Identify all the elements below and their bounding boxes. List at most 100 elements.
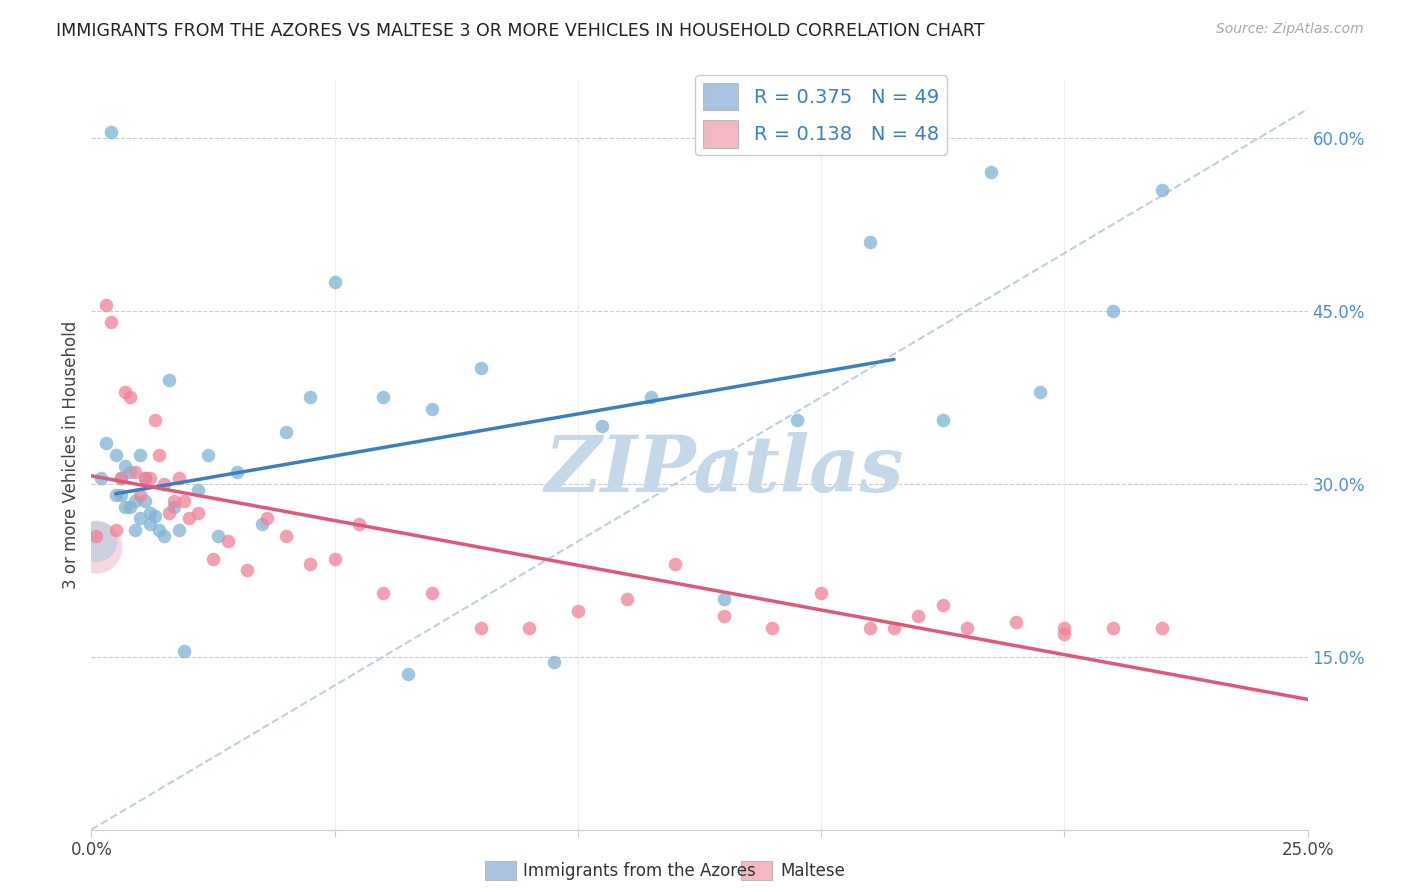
Point	[1004, 615, 1026, 629]
Point	[470, 621, 492, 635]
Point	[134, 471, 156, 485]
Point	[187, 506, 209, 520]
Point	[543, 656, 565, 670]
Point	[157, 373, 180, 387]
Point	[202, 551, 225, 566]
Text: ZIPatlas: ZIPatlas	[544, 432, 904, 508]
Point	[907, 609, 929, 624]
Point	[931, 413, 953, 427]
Point	[591, 419, 613, 434]
Point	[94, 298, 117, 312]
Point	[143, 508, 166, 523]
Point	[110, 471, 132, 485]
Point	[163, 494, 186, 508]
Point	[120, 390, 142, 404]
Y-axis label: 3 or more Vehicles in Household: 3 or more Vehicles in Household	[62, 321, 80, 589]
Point	[274, 425, 297, 439]
Point	[323, 551, 346, 566]
Point	[236, 563, 259, 577]
Point	[153, 476, 176, 491]
Point	[134, 494, 156, 508]
Point	[299, 558, 322, 572]
Point	[173, 644, 195, 658]
Text: IMMIGRANTS FROM THE AZORES VS MALTESE 3 OR MORE VEHICLES IN HOUSEHOLD CORRELATIO: IMMIGRANTS FROM THE AZORES VS MALTESE 3 …	[56, 22, 984, 40]
Point	[396, 667, 419, 681]
Point	[470, 361, 492, 376]
Point	[167, 523, 190, 537]
Text: Source: ZipAtlas.com: Source: ZipAtlas.com	[1216, 22, 1364, 37]
Point	[173, 494, 195, 508]
Point	[1053, 621, 1076, 635]
Point	[713, 592, 735, 607]
Point	[114, 500, 136, 514]
Legend: R = 0.375   N = 49, R = 0.138   N = 48: R = 0.375 N = 49, R = 0.138 N = 48	[696, 75, 946, 155]
Point	[616, 592, 638, 607]
Point	[84, 528, 107, 542]
Point	[274, 528, 297, 542]
Point	[104, 488, 127, 502]
Point	[640, 390, 662, 404]
Text: Maltese: Maltese	[780, 862, 845, 880]
Point	[980, 165, 1002, 179]
Point	[786, 413, 808, 427]
Point	[100, 315, 122, 329]
Point	[177, 511, 200, 525]
Point	[810, 586, 832, 600]
Point	[110, 471, 132, 485]
Point	[94, 436, 117, 450]
Point	[104, 448, 127, 462]
Point	[110, 488, 132, 502]
Point	[1053, 626, 1076, 640]
Point	[323, 275, 346, 289]
Point	[956, 621, 979, 635]
Point	[1150, 183, 1173, 197]
Point	[931, 598, 953, 612]
Point	[84, 534, 107, 549]
Point	[859, 621, 882, 635]
Point	[217, 534, 239, 549]
Point	[153, 528, 176, 542]
Point	[226, 465, 249, 479]
Point	[373, 390, 395, 404]
Point	[134, 471, 156, 485]
Point	[167, 471, 190, 485]
Point	[104, 523, 127, 537]
Point	[713, 609, 735, 624]
Point	[157, 506, 180, 520]
Point	[664, 558, 686, 572]
Point	[250, 517, 273, 532]
Point	[420, 401, 443, 416]
Point	[124, 523, 146, 537]
Point	[139, 506, 162, 520]
Point	[114, 459, 136, 474]
Point	[148, 448, 170, 462]
Point	[139, 517, 162, 532]
Point	[100, 125, 122, 139]
Point	[124, 465, 146, 479]
Point	[761, 621, 783, 635]
Point	[1029, 384, 1052, 399]
Point	[139, 471, 162, 485]
Point	[129, 448, 152, 462]
Point	[114, 384, 136, 399]
Point	[1150, 621, 1173, 635]
Point	[207, 528, 229, 542]
Point	[1102, 303, 1125, 318]
Point	[373, 586, 395, 600]
Point	[129, 511, 152, 525]
Point	[859, 235, 882, 249]
Point	[256, 511, 278, 525]
Point	[84, 540, 107, 554]
Point	[187, 483, 209, 497]
Point	[90, 471, 112, 485]
Point	[197, 448, 219, 462]
Point	[347, 517, 370, 532]
Point	[517, 621, 540, 635]
Point	[124, 494, 146, 508]
Point	[148, 523, 170, 537]
Point	[420, 586, 443, 600]
Point	[883, 621, 905, 635]
Point	[143, 413, 166, 427]
Text: Immigrants from the Azores: Immigrants from the Azores	[523, 862, 756, 880]
Point	[1102, 621, 1125, 635]
